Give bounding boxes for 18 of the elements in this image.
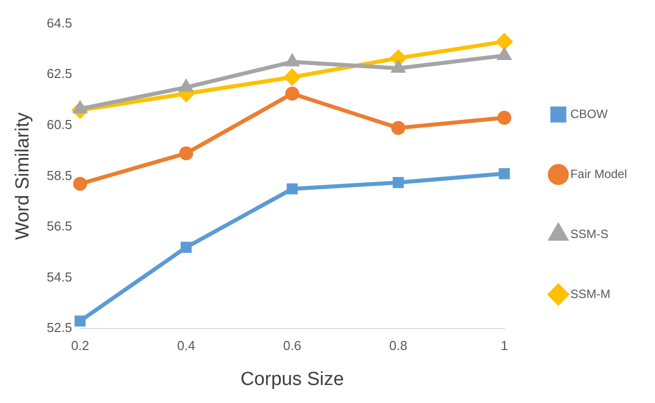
- legend-label: CBOW: [570, 106, 608, 121]
- x-tick-label: 0.6: [283, 338, 302, 353]
- x-tick-label: 0.4: [177, 338, 196, 353]
- x-axis-title: Corpus Size: [240, 368, 344, 390]
- legend-label: SSM-M: [570, 286, 610, 301]
- x-tick-label: 1: [500, 338, 508, 353]
- legend-label: Fair Model: [570, 166, 628, 181]
- y-tick-label: 62.5: [46, 66, 72, 82]
- y-tick-label: 64.5: [46, 15, 72, 30]
- y-tick-label: 52.5: [46, 320, 72, 336]
- y-tick-label: 56.5: [46, 218, 72, 234]
- y-tick-label: 54.5: [46, 269, 72, 284]
- y-tick-label: 60.5: [46, 116, 72, 132]
- x-tick-label: 0.8: [389, 338, 408, 353]
- x-tick-label: 0.2: [71, 338, 90, 353]
- legend-label: SSM-S: [570, 226, 608, 241]
- y-tick-label: 58.5: [46, 168, 72, 183]
- y-axis-title: Word Similarity: [12, 112, 34, 240]
